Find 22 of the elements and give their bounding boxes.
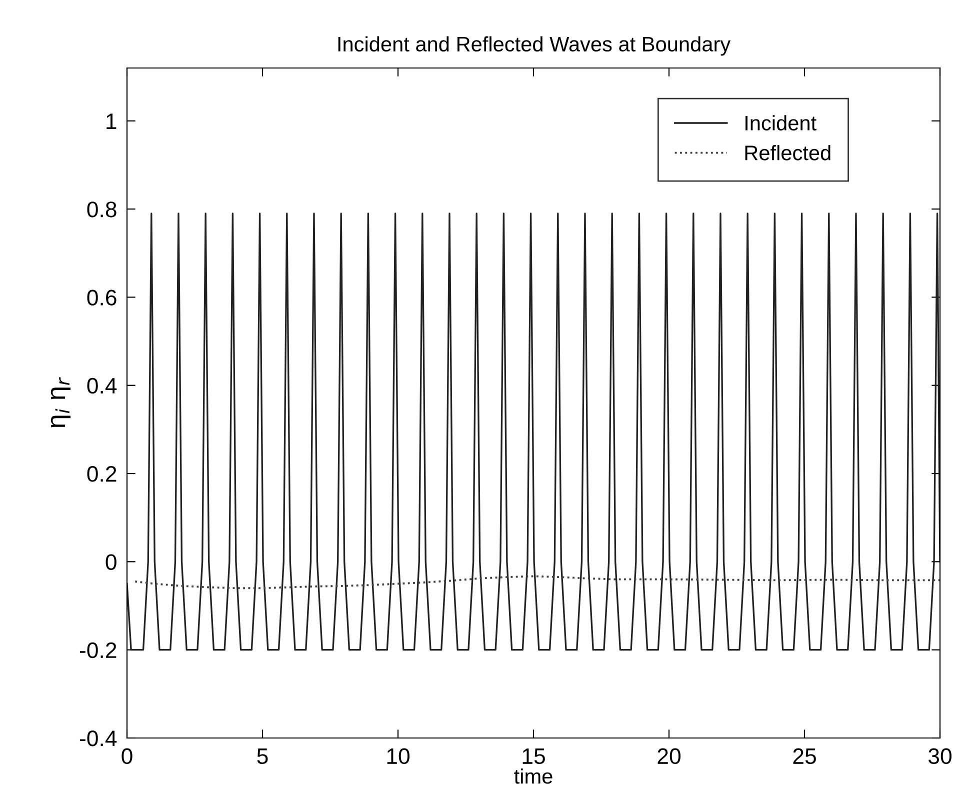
x-tick-label: 15	[522, 748, 545, 764]
x-tick-label: 0	[122, 748, 132, 764]
y-tick-label: 0.4	[87, 378, 117, 394]
x-tick-label: 10	[387, 748, 410, 764]
y-axis-title: η$_{i}$ η$_{r}$	[50, 377, 71, 428]
x-tick-label: 20	[658, 748, 680, 764]
y-tick-label: 1	[106, 114, 116, 129]
legend-label: Incident	[746, 115, 816, 130]
x-axis-title: time	[514, 768, 552, 784]
x-tick-label: 25	[793, 748, 816, 764]
line-series	[134, 575, 940, 590]
chart-title: Incident and Reflected Waves at Boundary	[338, 36, 731, 56]
legend-label: Reflected	[745, 145, 830, 160]
y-tick-label: 0	[106, 554, 116, 570]
y-tick-label: -0.4	[80, 730, 117, 746]
y-tick-label: 0.2	[87, 466, 116, 482]
y-tick-label: 0.6	[87, 290, 116, 306]
line-series	[127, 212, 940, 651]
x-tick-label: 30	[928, 748, 952, 764]
x-tick-label: 5	[257, 748, 268, 764]
y-tick-label: 0.8	[87, 202, 116, 218]
y-tick-label: -0.2	[80, 642, 116, 658]
